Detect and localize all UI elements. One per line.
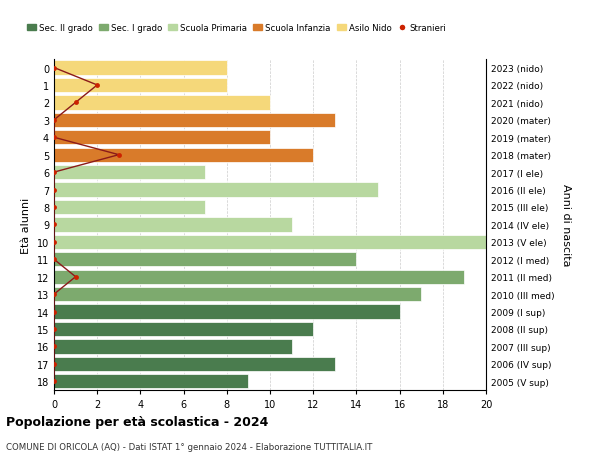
Bar: [54, 270, 464, 284]
Bar: [54, 305, 400, 319]
Bar: [54, 131, 270, 145]
Text: COMUNE DI ORICOLA (AQ) - Dati ISTAT 1° gennaio 2024 - Elaborazione TUTTITALIA.IT: COMUNE DI ORICOLA (AQ) - Dati ISTAT 1° g…: [6, 442, 373, 451]
Legend: Sec. II grado, Sec. I grado, Scuola Primaria, Scuola Infanzia, Asilo Nido, Stran: Sec. II grado, Sec. I grado, Scuola Prim…: [24, 21, 450, 37]
Bar: [54, 148, 313, 162]
Bar: [54, 218, 292, 232]
Bar: [54, 340, 292, 354]
Bar: [54, 357, 335, 371]
Bar: [54, 201, 205, 215]
Bar: [54, 61, 227, 75]
Y-axis label: Età alunni: Età alunni: [21, 197, 31, 253]
Bar: [54, 96, 270, 110]
Bar: [54, 113, 335, 128]
Bar: [54, 252, 356, 267]
Text: Popolazione per età scolastica - 2024: Popolazione per età scolastica - 2024: [6, 415, 268, 428]
Bar: [54, 78, 227, 93]
Bar: [54, 183, 378, 197]
Bar: [54, 166, 205, 180]
Bar: [54, 375, 248, 389]
Bar: [54, 235, 486, 249]
Y-axis label: Anni di nascita: Anni di nascita: [561, 184, 571, 266]
Bar: [54, 322, 313, 336]
Bar: [54, 287, 421, 302]
